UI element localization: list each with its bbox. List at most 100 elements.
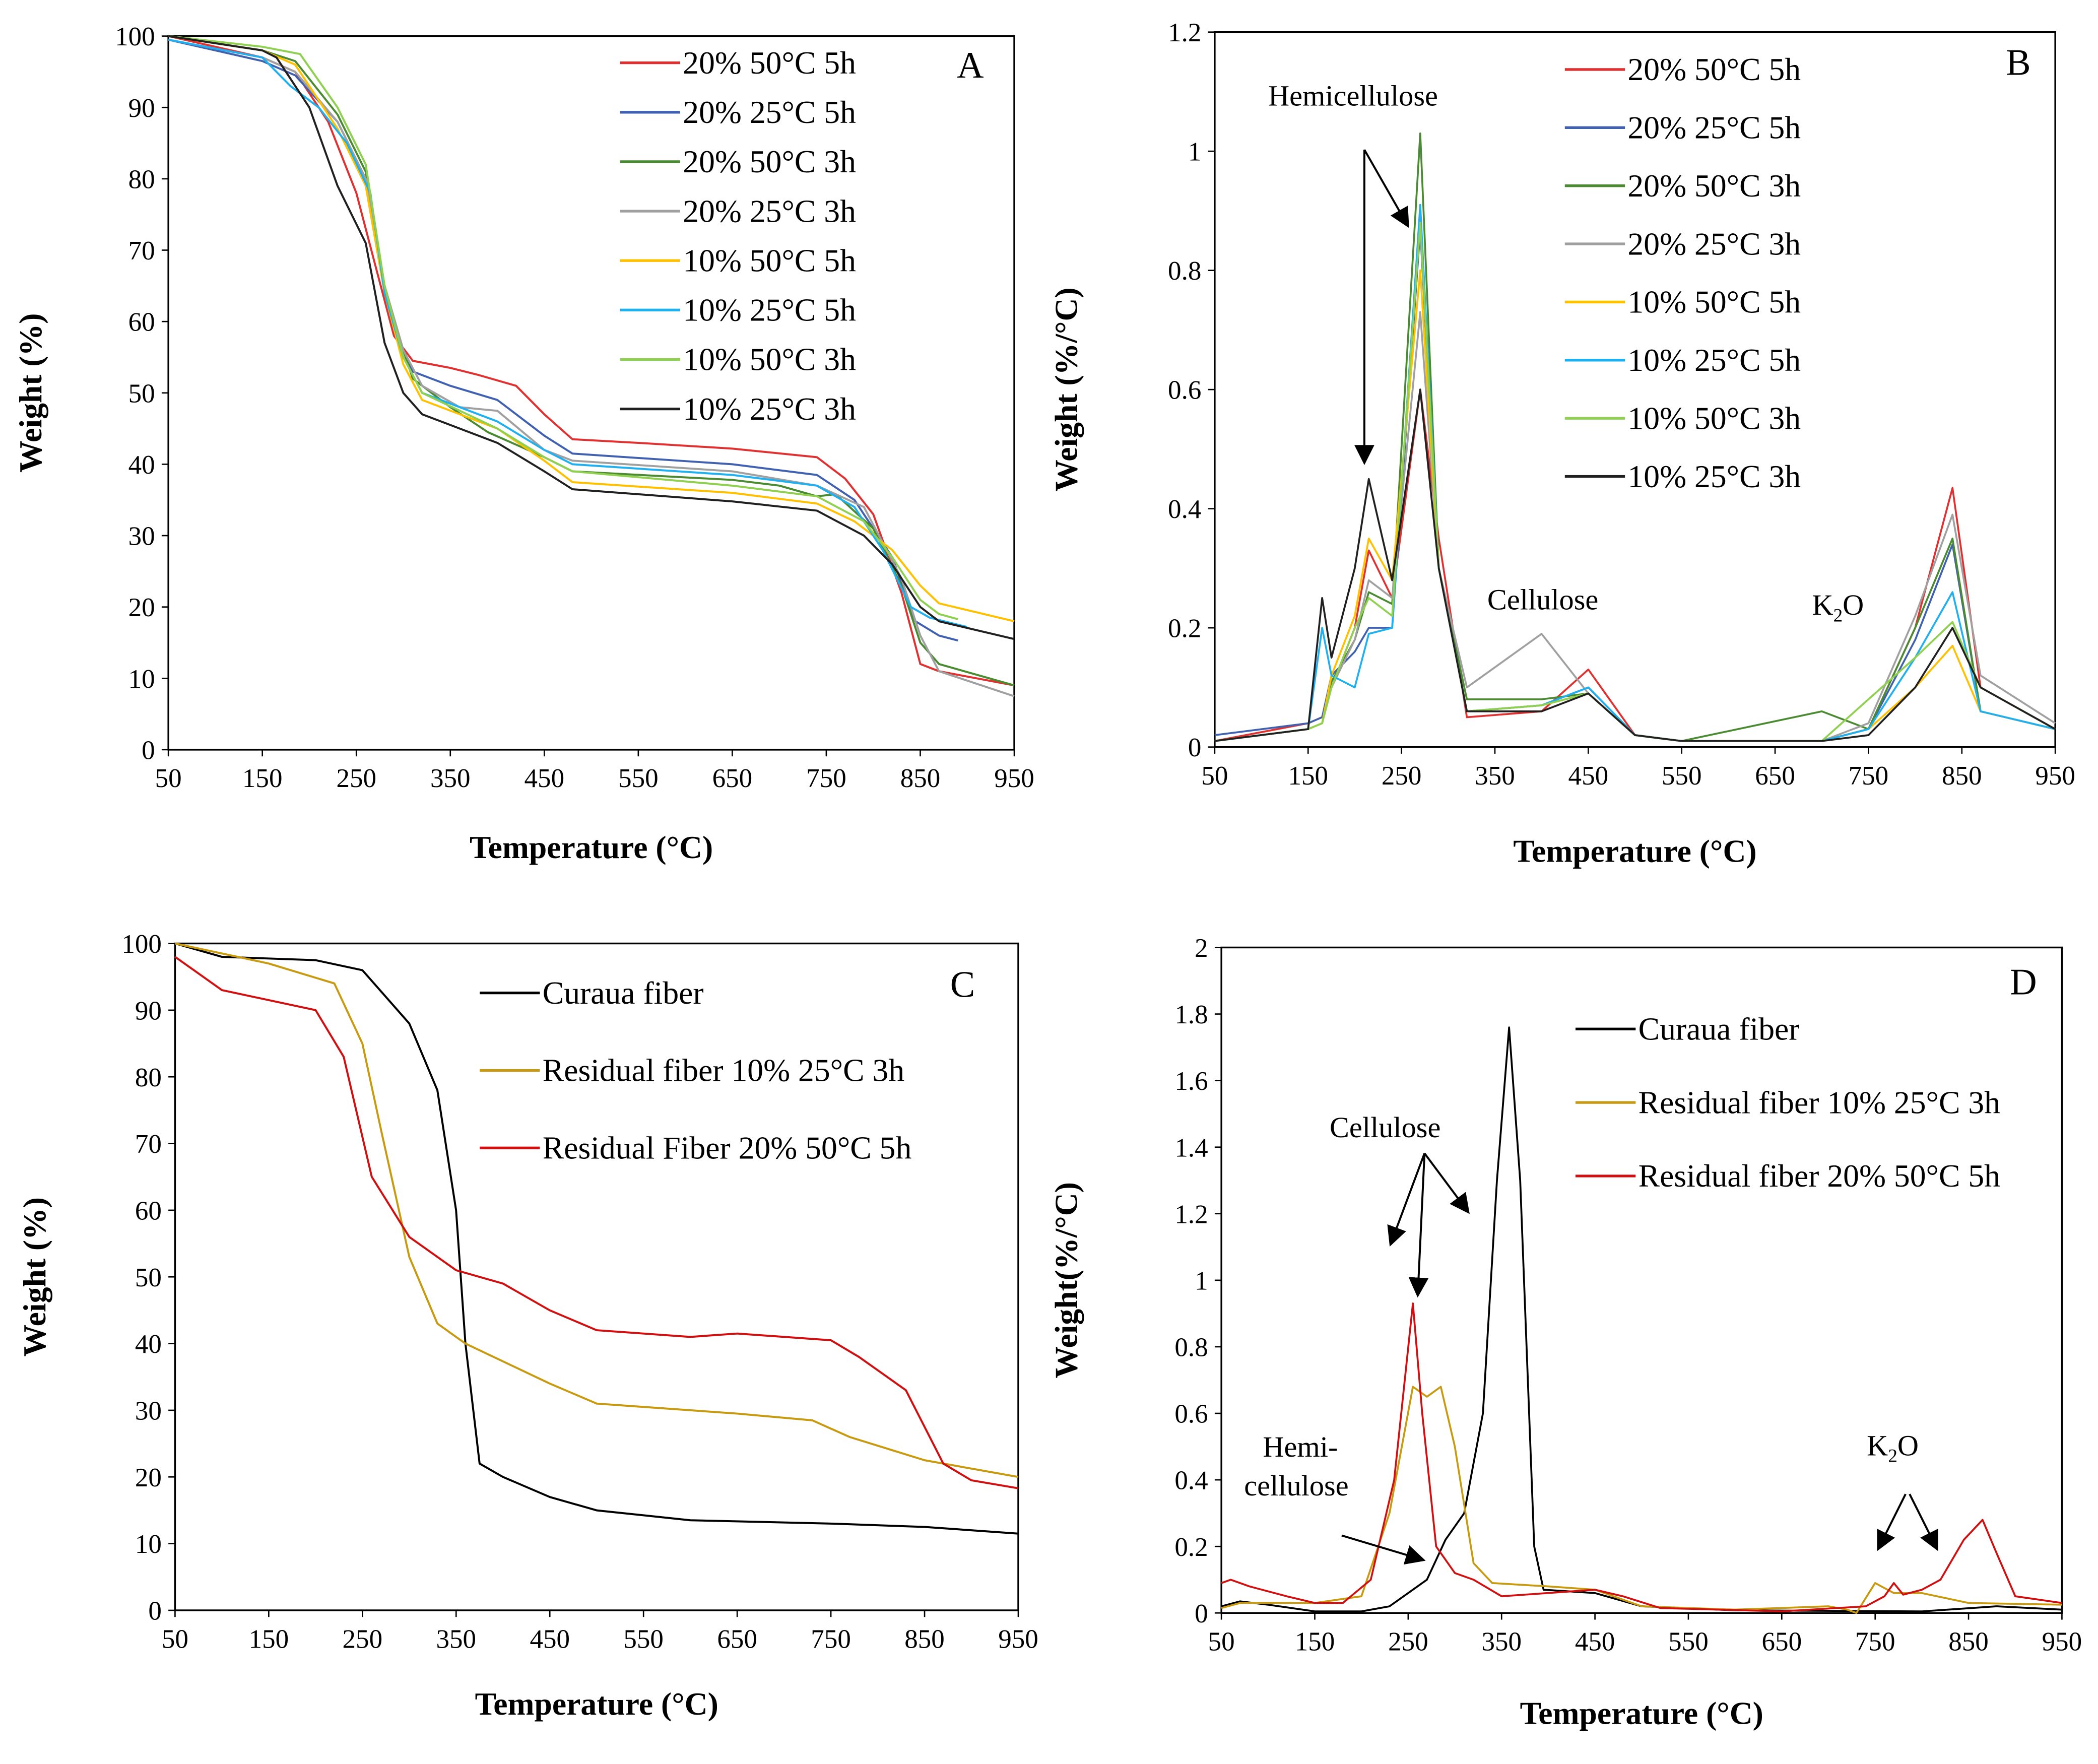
y-axis-label: Weight (%) xyxy=(13,313,48,473)
legend-entry: 10% 50°C 5h xyxy=(1627,284,1801,320)
series-line xyxy=(1214,388,2056,742)
series-line xyxy=(168,35,958,620)
legend-entry: Curaua fiber xyxy=(1638,1011,1800,1047)
y-tick-label: 10 xyxy=(128,665,155,694)
x-tick-label: 250 xyxy=(1382,761,1422,791)
x-axis-label: Temperature (°C) xyxy=(1520,1695,1763,1731)
series-line xyxy=(168,35,1015,640)
y-tick-label: 40 xyxy=(128,450,155,480)
x-tick-label: 650 xyxy=(717,1624,757,1654)
x-tick-label: 550 xyxy=(623,1624,664,1654)
x-tick-label: 250 xyxy=(1388,1627,1428,1657)
y-axis-label: Weight (%/°C) xyxy=(1048,287,1084,492)
x-tick-label: 950 xyxy=(994,764,1034,793)
y-tick-label: 0.4 xyxy=(1174,1466,1208,1495)
annotation-cellulose-2: cellulose xyxy=(1244,1469,1348,1502)
plot-area xyxy=(1220,946,2063,1614)
x-axis-label: Temperature (°C) xyxy=(475,1686,718,1722)
y-tick-label: 0 xyxy=(142,736,155,765)
panel-label: C xyxy=(950,964,975,1006)
y-tick-label: 0.6 xyxy=(1174,1400,1208,1429)
annotation-hemicellulose: Hemicellulose xyxy=(1268,80,1438,112)
y-tick-label: 0.8 xyxy=(1168,256,1201,286)
x-tick-label: 50 xyxy=(162,1624,188,1654)
y-tick-label: 0.8 xyxy=(1174,1333,1208,1362)
legend-entry: 10% 25°C 5h xyxy=(1627,342,1801,378)
panel-a: 50 150 250 350 450 550 650 750 850 950 0 10 20 30 40 50… xyxy=(13,22,1034,865)
x-tick-label: 50 xyxy=(155,764,182,793)
x-tick-label: 550 xyxy=(618,764,659,793)
legend-entry: Residual fiber 20% 50°C 5h xyxy=(1638,1158,2000,1194)
x-tick-label: 550 xyxy=(1668,1627,1709,1657)
y-tick-label: 10 xyxy=(135,1530,162,1559)
x-tick-label: 750 xyxy=(1855,1627,1895,1657)
x-tick-label: 750 xyxy=(811,1624,851,1654)
legend-entry: 10% 50°C 5h xyxy=(683,242,856,278)
plot-area xyxy=(167,35,1015,751)
y-tick-label: 80 xyxy=(128,165,155,194)
series-line xyxy=(174,942,1019,1535)
y-tick-label: 1 xyxy=(1188,138,1202,167)
x-tick-label: 150 xyxy=(1295,1627,1335,1657)
y-tick-label: 90 xyxy=(128,94,155,123)
x-tick-label: 750 xyxy=(1849,761,1889,791)
panel-d: 50 150 250 350 450 550 650 750 850 950 0 0.2 0.4 0.6 0… xyxy=(1048,934,2082,1731)
annotation-hemi: Hemi- xyxy=(1263,1430,1338,1463)
y-tick-label: 20 xyxy=(128,593,155,622)
y-tick-label: 40 xyxy=(135,1330,162,1359)
y-tick-label: 0.2 xyxy=(1174,1533,1208,1562)
annotations-d: Cellulose Hemi- cellulose K2O xyxy=(1244,1111,1938,1565)
x-tick-label: 650 xyxy=(1755,761,1795,791)
x-tick-label: 50 xyxy=(1208,1627,1235,1657)
x-tick-label: 550 xyxy=(1662,761,1702,791)
y-tick-label: 1.2 xyxy=(1174,1200,1208,1229)
x-tick-label: 450 xyxy=(1575,1627,1615,1657)
x-tick-label: 850 xyxy=(1942,761,1982,791)
y-tick-label: 0 xyxy=(1195,1599,1208,1628)
legend-entry: Residual fiber 10% 25°C 3h xyxy=(1638,1084,2000,1120)
arrow xyxy=(1909,1493,1938,1551)
y-tick-label: 0.6 xyxy=(1168,376,1201,405)
legend-entry: Residual fiber 10% 25°C 3h xyxy=(543,1053,904,1088)
x-tick-label: 950 xyxy=(2035,761,2075,791)
legend-entry: 20% 25°C 3h xyxy=(683,193,856,229)
annotation-k2o: K2O xyxy=(1867,1429,1919,1466)
y-tick-label: 80 xyxy=(135,1063,162,1092)
arrow xyxy=(1363,149,1409,228)
series-line xyxy=(174,956,1019,1489)
annotation-cellulose: Cellulose xyxy=(1487,583,1598,616)
y-tick-label: 30 xyxy=(128,522,155,551)
legend-entry: 10% 25°C 5h xyxy=(683,292,856,328)
series-line xyxy=(1214,222,2056,742)
x-tick-label: 850 xyxy=(904,1624,945,1654)
x-tick-label: 250 xyxy=(343,1624,383,1654)
x-tick-label: 350 xyxy=(1481,1627,1522,1657)
y-tick-label: 1 xyxy=(1195,1266,1208,1295)
legend-entry: 20% 25°C 3h xyxy=(1627,226,1801,262)
legend-entry: 20% 50°C 5h xyxy=(683,45,856,81)
y-tick-label: 50 xyxy=(135,1263,162,1292)
y-tick-label: 100 xyxy=(115,22,155,51)
y-tick-label: 1.6 xyxy=(1174,1067,1208,1096)
arrow xyxy=(1877,1493,1907,1551)
x-tick-label: 250 xyxy=(336,764,376,793)
series-line xyxy=(168,35,1015,622)
x-axis-label: Temperature (°C) xyxy=(470,829,713,865)
panel-b: 50 150 250 350 450 550 650 750 850 950 0 0.2 0.4 0.6 0… xyxy=(1048,18,2075,869)
y-tick-label: 60 xyxy=(128,308,155,337)
x-tick-label: 150 xyxy=(249,1624,289,1654)
y-tick-label: 0 xyxy=(1188,733,1202,762)
legend-entry: 10% 50°C 3h xyxy=(1627,400,1801,436)
legend-entry: 10% 50°C 3h xyxy=(683,342,856,377)
x-tick-label: 350 xyxy=(1475,761,1515,791)
y-tick-label: 90 xyxy=(135,996,162,1025)
legend-entry: 10% 25°C 3h xyxy=(683,391,856,427)
annotations-b: Hemicellulose Cellulose K2O xyxy=(1268,80,1864,626)
arrow xyxy=(1341,1534,1426,1565)
legend-entry: 20% 25°C 5h xyxy=(1627,110,1801,146)
y-tick-label: 70 xyxy=(128,236,155,266)
y-tick-label: 0.4 xyxy=(1168,495,1201,524)
x-tick-label: 950 xyxy=(998,1624,1038,1654)
x-tick-label: 450 xyxy=(530,1624,570,1654)
